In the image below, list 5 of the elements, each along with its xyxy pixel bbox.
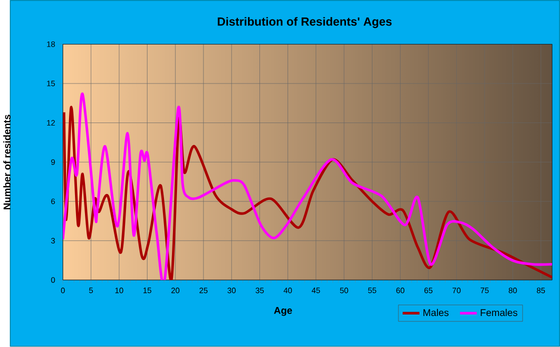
legend-label: Females [480, 308, 518, 316]
y-axis-title: Number of residents [3, 114, 10, 210]
chart-title: Distribution of Residents' Ages [218, 17, 392, 28]
x-axis-title: Age [274, 307, 292, 316]
legend-label: Males [423, 308, 449, 316]
